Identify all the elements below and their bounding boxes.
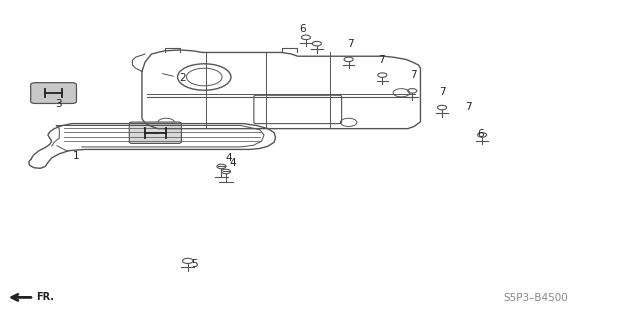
Text: 7: 7 bbox=[440, 87, 446, 97]
Text: 1: 1 bbox=[57, 146, 80, 161]
Text: 7: 7 bbox=[465, 102, 472, 112]
Text: 5: 5 bbox=[191, 259, 198, 269]
FancyBboxPatch shape bbox=[129, 122, 181, 144]
Text: 6: 6 bbox=[477, 129, 484, 139]
Text: 4: 4 bbox=[230, 159, 236, 168]
Text: S5P3–B4500: S5P3–B4500 bbox=[504, 293, 568, 303]
Text: 4: 4 bbox=[226, 153, 232, 163]
Text: 2: 2 bbox=[163, 73, 186, 84]
Text: 6: 6 bbox=[300, 24, 307, 34]
Text: 3: 3 bbox=[55, 99, 61, 108]
Text: 7: 7 bbox=[378, 55, 385, 64]
Text: 7: 7 bbox=[347, 39, 353, 49]
Text: 7: 7 bbox=[410, 70, 417, 80]
Text: FR.: FR. bbox=[36, 292, 54, 302]
FancyBboxPatch shape bbox=[31, 83, 76, 103]
